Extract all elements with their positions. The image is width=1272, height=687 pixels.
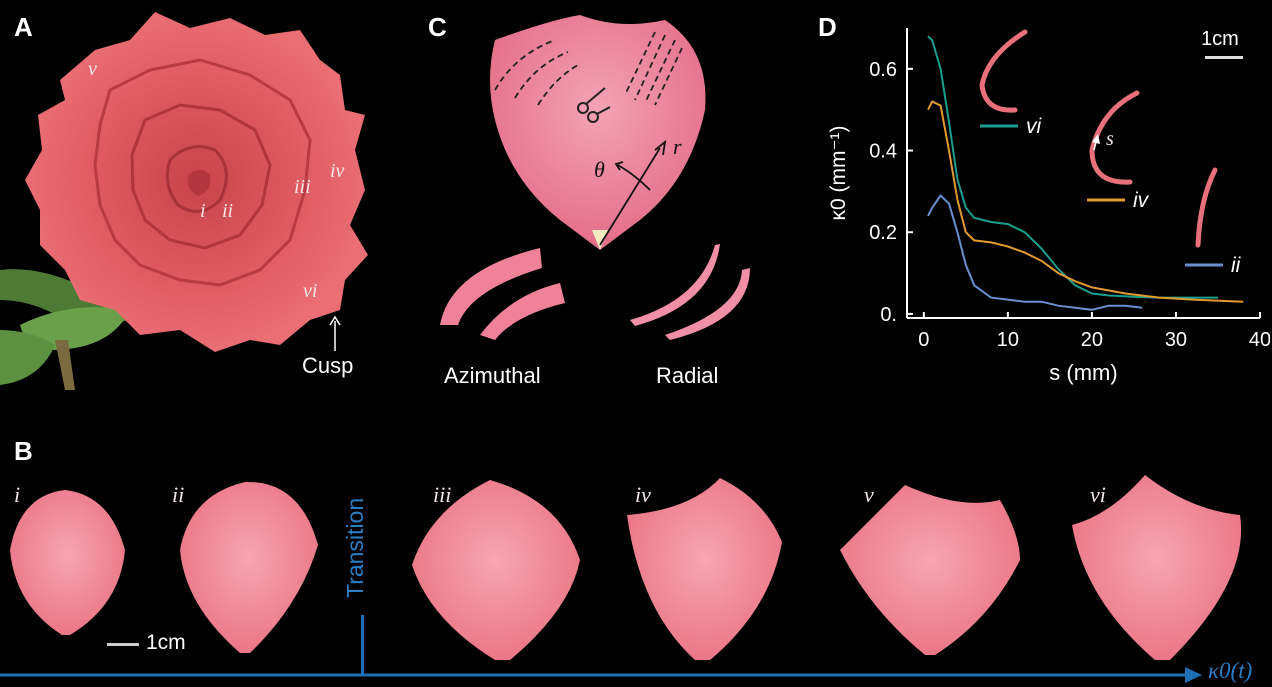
- legend-label-vi: vi: [1026, 115, 1043, 138]
- profile-iv-icon: [1089, 90, 1140, 185]
- y-tick-label: 0.: [880, 304, 897, 326]
- panel-c-letter: C: [428, 12, 447, 42]
- x-tick-label: 40: [1249, 329, 1270, 351]
- petal-label-iii: iii: [433, 482, 452, 507]
- y-tick-label: 0.2: [869, 222, 897, 244]
- b-scale-bar: [107, 643, 139, 646]
- legend-label-ii: ii: [1231, 254, 1242, 277]
- r-label: r: [673, 134, 682, 159]
- series-line-iv: [927, 100, 1244, 303]
- rose-label-v: v: [88, 58, 97, 80]
- petal-label-i: i: [14, 482, 21, 507]
- transition-tick: [361, 615, 364, 675]
- y-axis-label: κ0 (mm⁻¹): [827, 125, 850, 220]
- rose-image: [0, 12, 368, 390]
- petal-label-vi: vi: [1090, 482, 1106, 507]
- x-tick-label: 0: [918, 329, 929, 351]
- azimuthal-label: Azimuthal: [444, 363, 541, 388]
- radial-label: Radial: [656, 363, 719, 388]
- d-s-label: s: [1106, 128, 1114, 150]
- x-tick-label: 30: [1165, 329, 1187, 351]
- profile-vi-icon: [979, 29, 1028, 113]
- legend-label-iv: iv: [1133, 189, 1150, 212]
- x-tick-label: 10: [997, 329, 1019, 351]
- rose-label-iii: iii: [294, 176, 311, 198]
- profile-ii-icon: [1195, 167, 1218, 248]
- y-tick-label: 0.4: [869, 141, 897, 163]
- y-tick-label: 0.6: [869, 59, 897, 81]
- panel-a-letter: A: [14, 12, 33, 42]
- theta-label: θ: [594, 157, 605, 182]
- x-tick-label: 20: [1081, 329, 1103, 351]
- cusp-label: Cusp: [302, 353, 354, 378]
- panel-b-letter: B: [14, 436, 33, 466]
- d-scale-bar: [1205, 56, 1243, 59]
- x-axis-label: s (mm): [1049, 360, 1117, 385]
- curvature-chart: 0 10 20 30 40 0. 0.2 0.4 0.6 s (mm) κ0 (mm⁻¹) vi iv i…: [827, 28, 1270, 385]
- s-arrow-icon: [1092, 134, 1100, 144]
- rose-label-iv: iv: [330, 160, 345, 182]
- rose-label-vi: vi: [303, 280, 318, 302]
- rose-label-ii: ii: [222, 200, 234, 222]
- rose-label-i: i: [200, 200, 206, 222]
- scissors-icon: [577, 87, 611, 123]
- b-scale-label: 1cm: [146, 631, 186, 654]
- petal-label-ii: ii: [172, 482, 185, 507]
- petal-label-iv: iv: [635, 482, 651, 507]
- series-line-vi: [927, 35, 1218, 299]
- petal-series: [10, 475, 1242, 660]
- d-scale-label: 1cm: [1201, 28, 1239, 50]
- cusp-arrow-icon: [329, 315, 341, 351]
- series-line-ii: [927, 193, 1143, 311]
- petal-label-v: v: [864, 482, 874, 507]
- petal-cut-diagram: [440, 15, 750, 340]
- panel-d-letter: D: [818, 12, 837, 42]
- kappa-time-axis: [0, 667, 1202, 683]
- kappa-axis-label: κ0(t): [1208, 658, 1253, 683]
- transition-label: Transition: [342, 497, 368, 598]
